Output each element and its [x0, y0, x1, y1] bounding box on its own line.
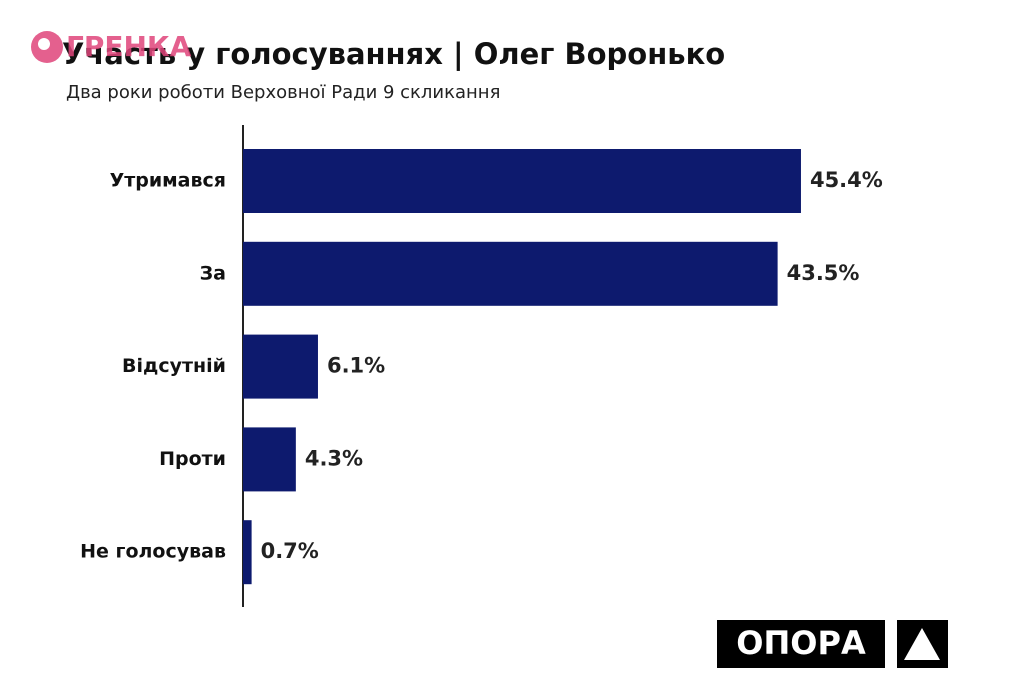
watermark: ГРЕНКА: [31, 30, 192, 63]
chart-subtitle: Два роки роботи Верховної Ради 9 скликан…: [66, 82, 500, 103]
category-label: Утримався: [110, 170, 226, 192]
watermark-text: ГРЕНКА: [66, 30, 192, 63]
value-label: 45.4%: [810, 168, 883, 192]
bar: [243, 241, 778, 306]
logo-text: ОПОРА: [736, 624, 866, 662]
value-label: 43.5%: [787, 261, 860, 285]
bar: [243, 427, 296, 492]
watermark-icon-dot: [38, 38, 50, 50]
logo: ОПОРА: [717, 620, 948, 668]
value-label: 6.1%: [327, 354, 385, 378]
logo-box: [717, 620, 885, 668]
category-label: Проти: [159, 448, 226, 470]
logo-triangle: [904, 628, 940, 660]
chart-title: Участь у голосуваннях | Олег Воронько: [62, 37, 725, 71]
category-label: Не голосував: [80, 541, 226, 563]
bar: [243, 520, 252, 585]
bar: [243, 334, 318, 399]
category-label: За: [200, 262, 226, 284]
category-label: Відсутній: [122, 355, 226, 377]
bar: [243, 149, 801, 213]
value-label: 0.7%: [261, 539, 319, 563]
value-label: 4.3%: [305, 446, 363, 470]
